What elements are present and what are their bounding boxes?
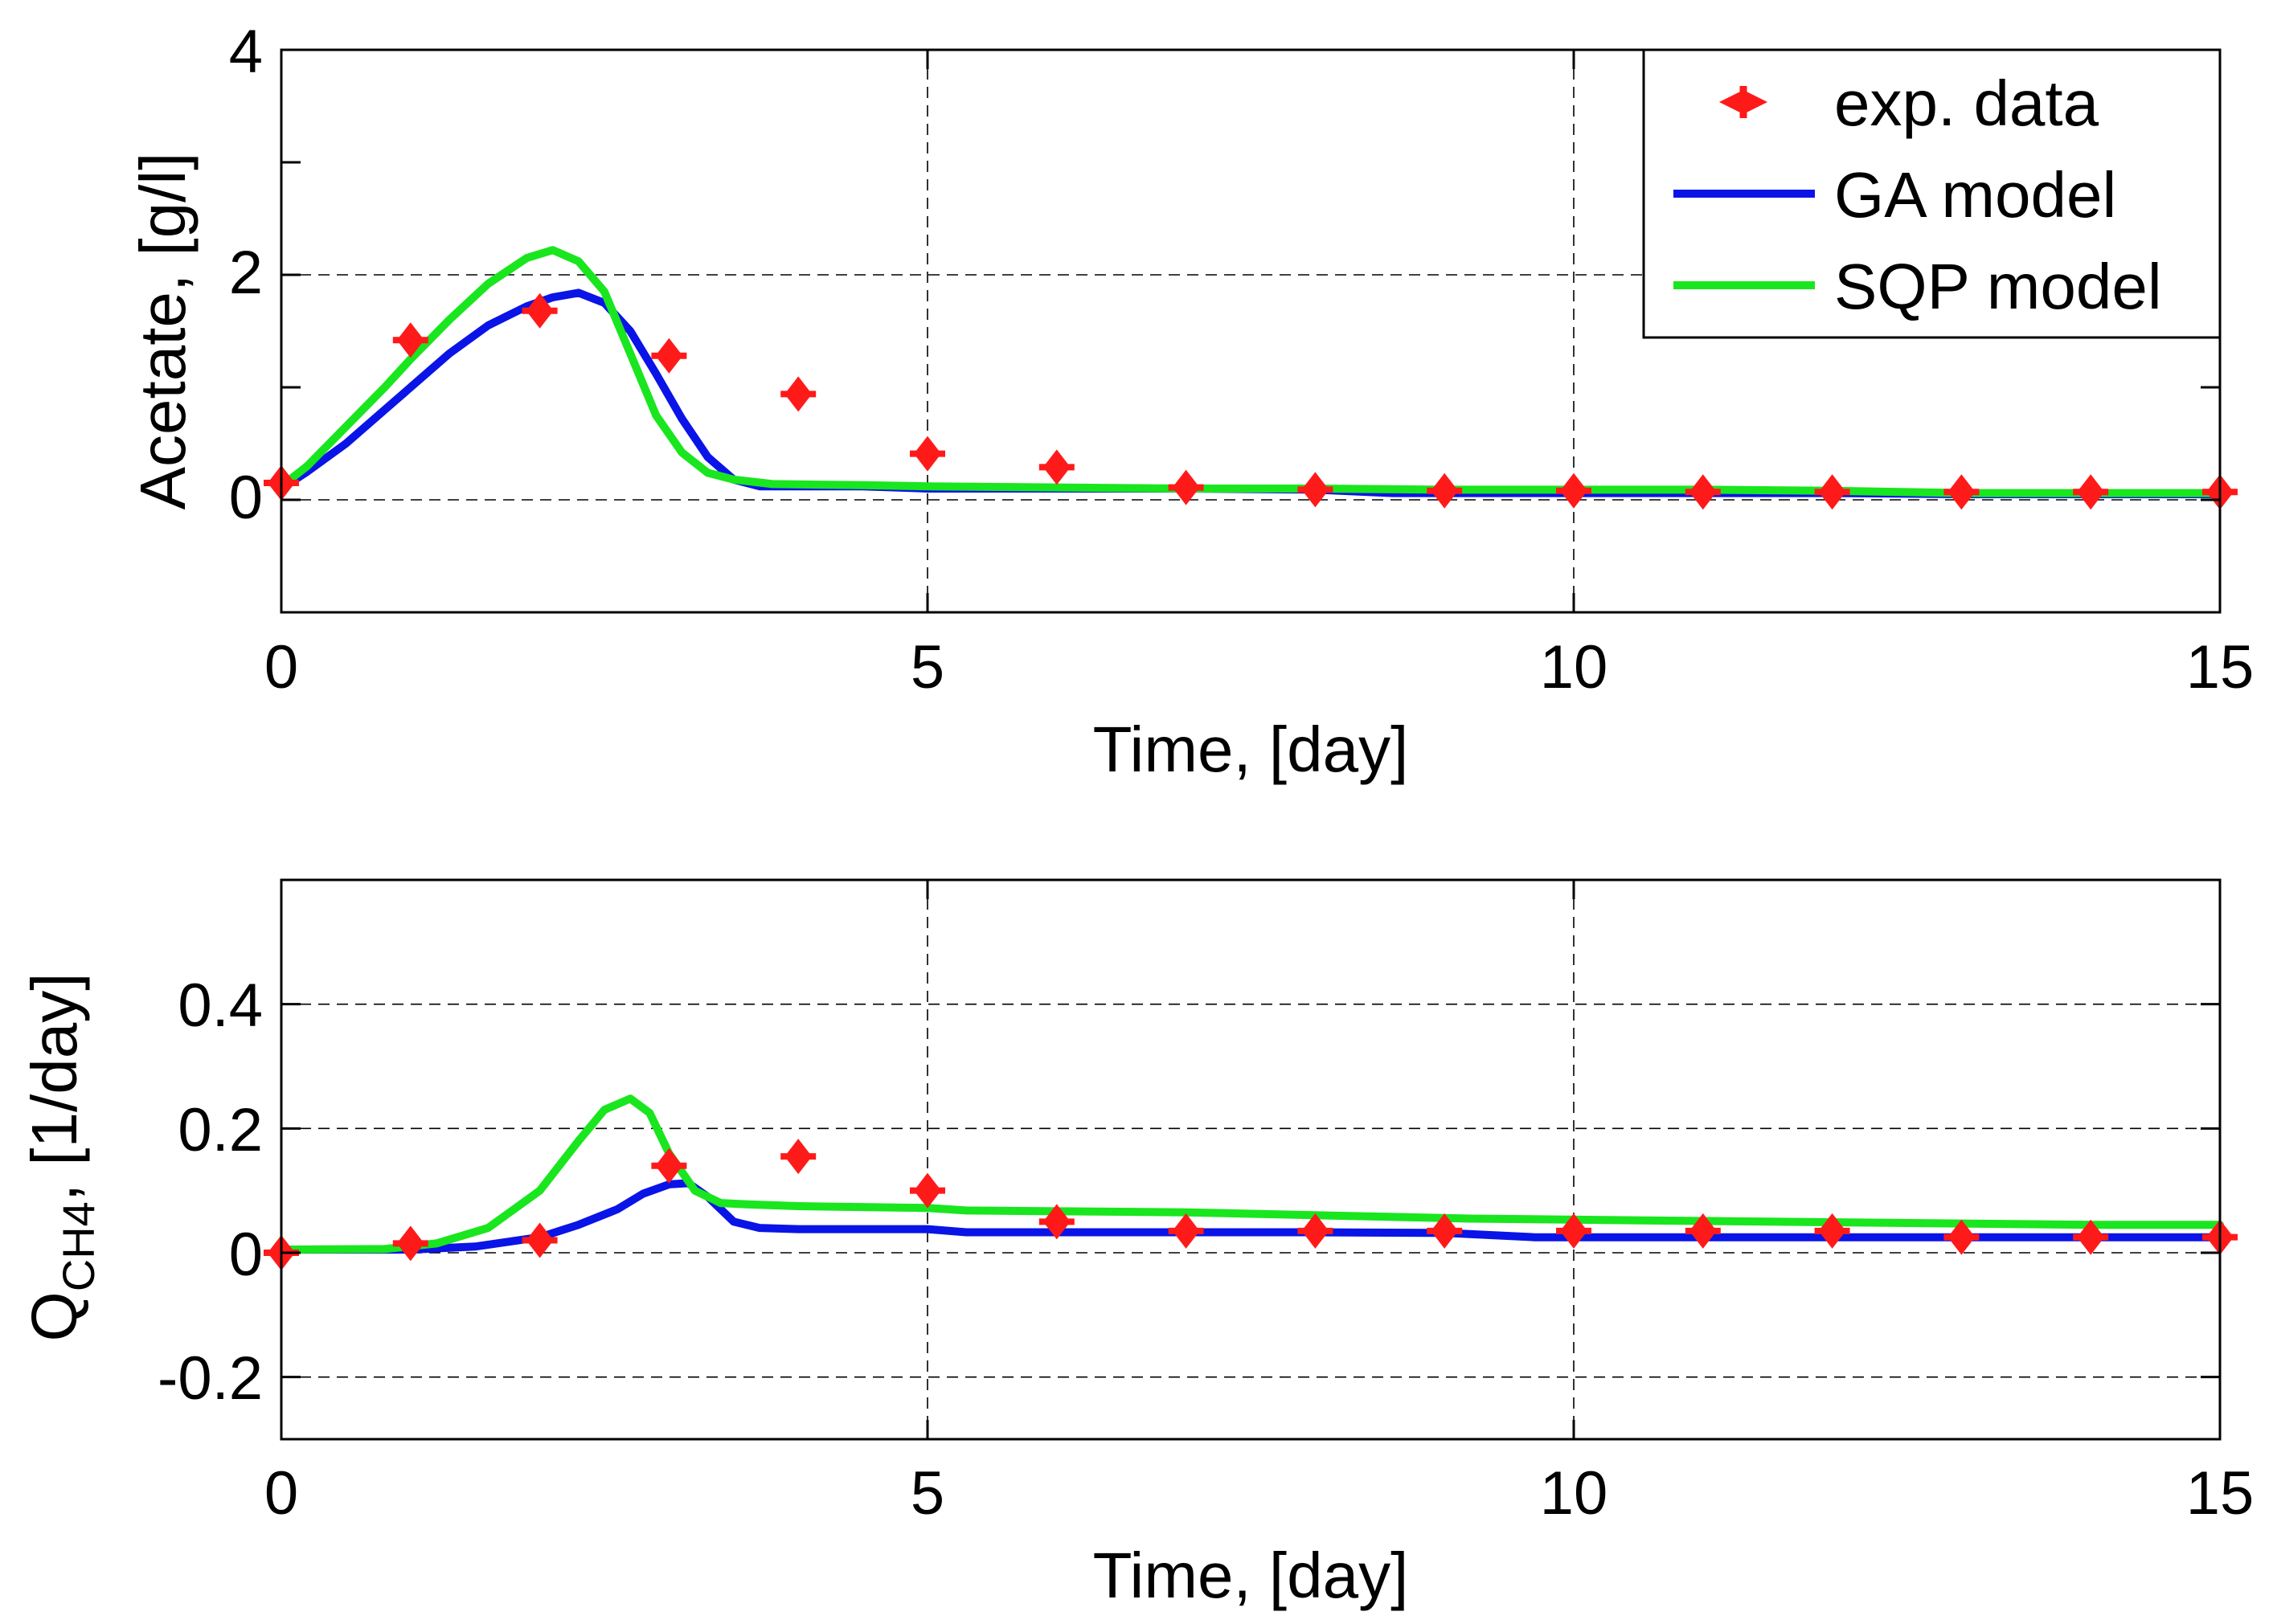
x-tick-label: 15 (2186, 1459, 2255, 1528)
exp-data-point (1685, 474, 1721, 510)
ticks (280, 880, 2222, 1439)
y-tick-label: 0.2 (178, 1096, 263, 1164)
ga-model-line (277, 1179, 2224, 1254)
exp-data-point (1038, 449, 1075, 485)
x-tick-label: 0 (264, 633, 298, 702)
exp-data-point (651, 1147, 687, 1184)
grid (281, 880, 2220, 1439)
legend: exp. data GA model SQP model (1642, 48, 2222, 339)
x-axis-title: Time, [day] (1093, 1540, 1409, 1611)
sqp-model-line (277, 246, 2224, 497)
series-markers (264, 1139, 2238, 1270)
exp-data-point (651, 337, 687, 374)
y-tick-label: 4 (229, 18, 263, 86)
series-lines (277, 246, 2224, 498)
legend-label: SQP model (1834, 251, 2162, 322)
y-tick-label: 2 (229, 239, 263, 307)
x-tick-label: 10 (1540, 633, 1608, 702)
qch4-plot: 0 5 10 15 -0.2 0 0.2 0.4 Time, [day] QCH… (18, 878, 2255, 1611)
legend-entry-exp: exp. data (1718, 67, 2099, 139)
y-tick-label: 0 (229, 1221, 263, 1289)
exp-data-point (1427, 1213, 1463, 1249)
exp-data-point (1168, 1213, 1204, 1249)
exp-data-point (910, 1172, 945, 1209)
y-tick-label: -0.2 (158, 1344, 263, 1413)
legend-entry-ga: GA model (1673, 159, 2116, 231)
exp-data-point (392, 1225, 428, 1262)
exp-data-point (1297, 472, 1333, 508)
x-tick-label: 5 (911, 633, 944, 702)
x-tick-label: 0 (264, 1459, 298, 1528)
axes-box (280, 878, 2222, 1441)
y-axis-title-main: Q (18, 1291, 90, 1341)
plot-area (281, 880, 2220, 1439)
sqp-model-line (277, 1094, 2224, 1254)
legend-entry-sqp: SQP model (1673, 251, 2162, 322)
exp-data-point (1427, 472, 1463, 509)
exp-data-point (1685, 1213, 1721, 1249)
exp-data-point (1297, 1213, 1333, 1249)
exp-data-point (1814, 1213, 1850, 1249)
exp-data-point (1943, 474, 1980, 510)
legend-label: GA model (1834, 159, 2116, 231)
exp-data-point (2073, 1219, 2109, 1255)
x-tick-label: 5 (911, 1459, 944, 1528)
exp-data-point (780, 376, 817, 412)
exp-data-point (1168, 469, 1204, 505)
exp-data-point (1814, 474, 1850, 510)
exp-data-point (1038, 1204, 1075, 1240)
exp-data-point (392, 322, 428, 358)
exp-data-point (522, 1222, 558, 1258)
x-tick-label: 10 (1540, 1459, 1608, 1528)
y-tick-label: 0 (229, 464, 263, 532)
legend-label: exp. data (1834, 67, 2099, 139)
legend-marker-exp (1718, 86, 1768, 118)
exp-data-point (522, 292, 558, 329)
y-axis-title: QCH4, [1/day] (18, 973, 104, 1342)
exp-data-point (780, 1139, 817, 1175)
acetate-plot: 0 5 10 15 0 2 4 Time, [day] Acetate, [g/… (127, 18, 2254, 785)
x-tick-label: 15 (2186, 633, 2255, 702)
exp-data-point (1556, 1213, 1591, 1249)
exp-data-point (2073, 474, 2109, 510)
exp-data-point (1943, 1219, 1980, 1255)
y-axis-title-subscript: CH4 (53, 1201, 104, 1291)
series-lines (277, 1094, 2224, 1254)
exp-data-point (910, 436, 945, 472)
y-axis-title-suffix: , [1/day] (18, 973, 90, 1202)
y-axis-title: Acetate, [g/l] (127, 153, 199, 510)
y-tick-label: 0.4 (178, 972, 263, 1040)
exp-data-point (1556, 472, 1591, 509)
x-axis-title: Time, [day] (1093, 714, 1409, 785)
